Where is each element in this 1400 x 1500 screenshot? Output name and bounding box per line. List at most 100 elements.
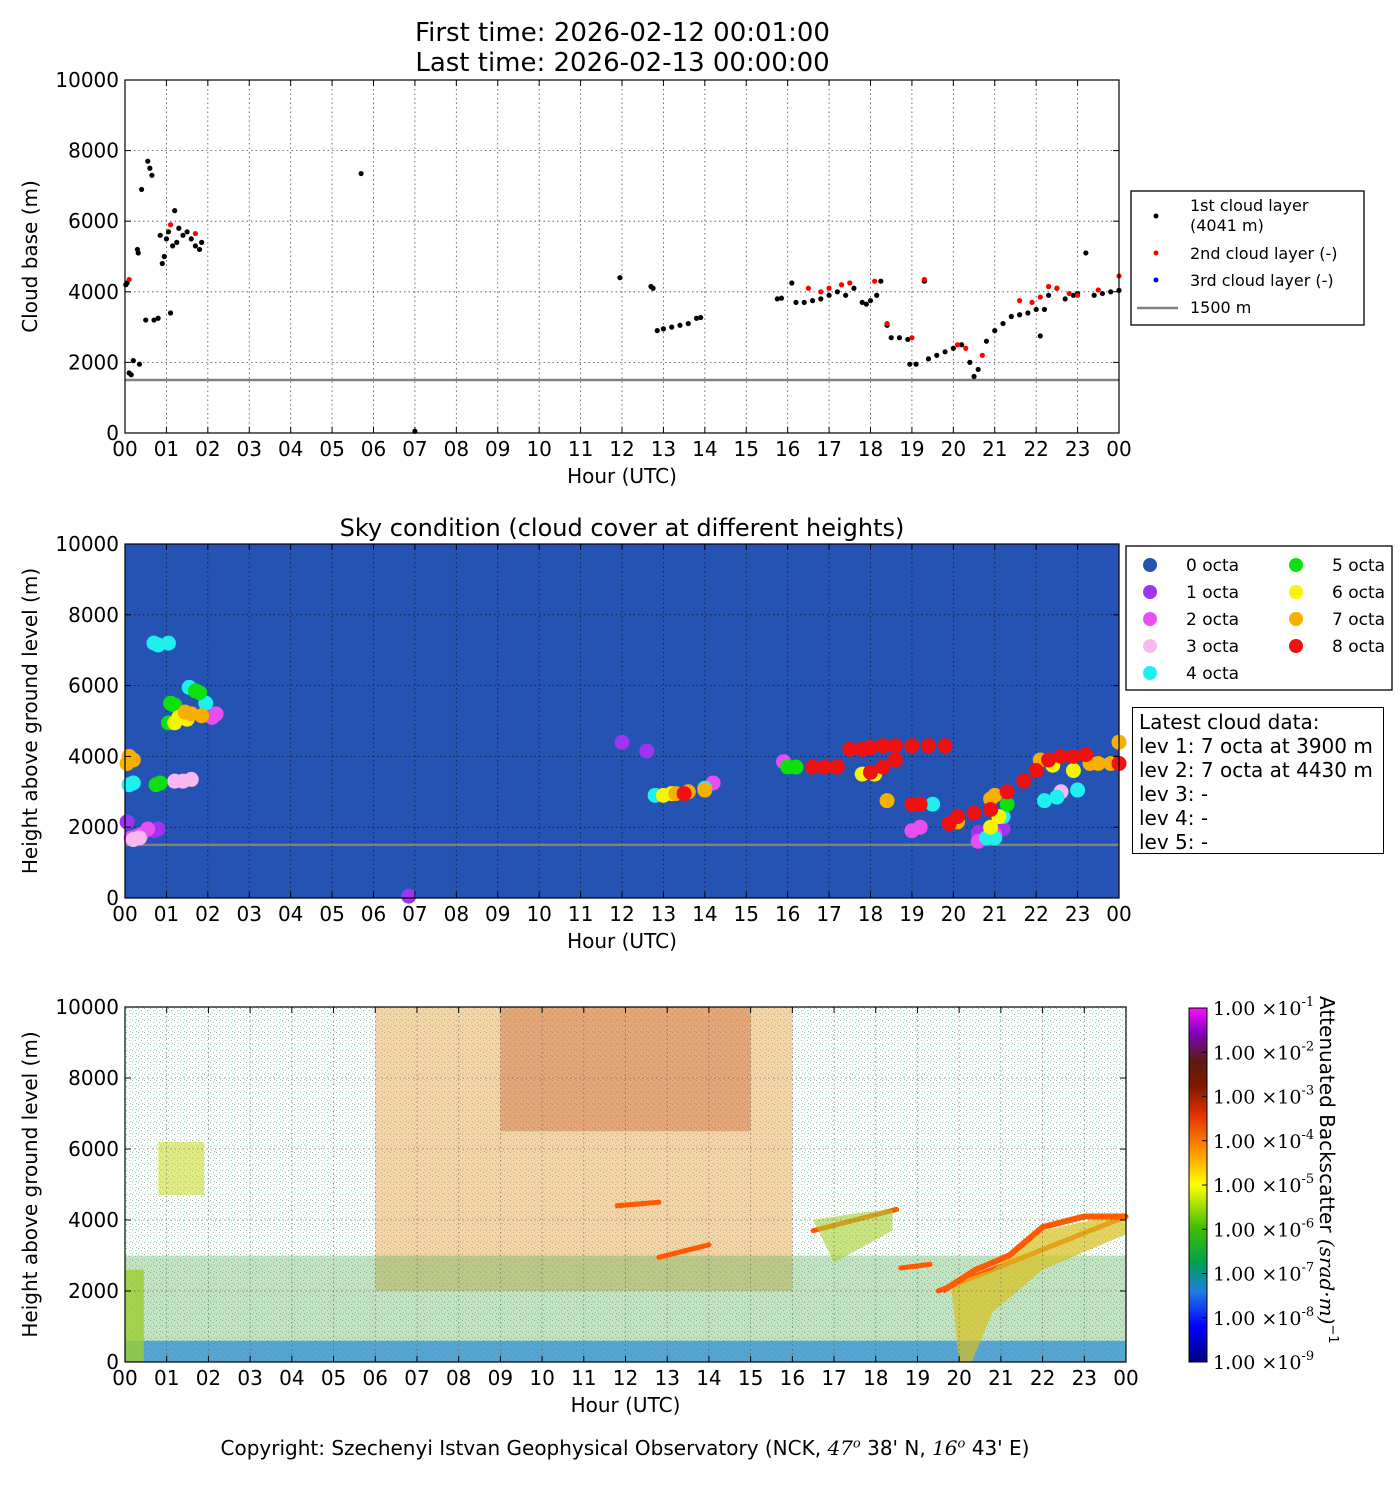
x-tick-label: 23 xyxy=(1065,902,1090,926)
second-layer-point xyxy=(1037,294,1043,300)
first-layer-point xyxy=(617,275,623,281)
x-tick-label: 01 xyxy=(154,902,179,926)
first-layer-point xyxy=(1108,289,1114,295)
colorbar-tick-exponent: -5 xyxy=(1301,1172,1314,1187)
first-layer-point xyxy=(199,239,205,245)
x-tick-label: 21 xyxy=(988,1366,1013,1390)
colorbar-tick-mantissa: 1.00 ×10 xyxy=(1213,998,1301,1020)
lat-deg: 47 xyxy=(827,1436,853,1460)
x-tick-label: 20 xyxy=(941,902,966,926)
first-layer-point xyxy=(130,358,136,364)
x-tick-label: 05 xyxy=(321,1366,346,1390)
backscatter-cloud-streak xyxy=(898,1261,933,1271)
x-tick-label: 02 xyxy=(196,1366,221,1390)
legend-marker-octa xyxy=(1289,585,1303,599)
first-layer-point xyxy=(1070,292,1077,298)
backscatter-colorbar: 1.00 ×10-11.00 ×10-21.00 ×10-31.00 ×10-4… xyxy=(1188,995,1340,1374)
first-layer-point xyxy=(1033,306,1039,313)
octa-point xyxy=(920,738,936,754)
x-tick-label: 03 xyxy=(237,1366,262,1390)
x-tick-label: 22 xyxy=(1030,1366,1055,1390)
first-layer-point xyxy=(975,366,981,373)
first-layer-point xyxy=(163,236,170,242)
legend-marker-octa xyxy=(1289,612,1303,626)
colorbar-tick-label: 1.00 ×10-6 xyxy=(1213,1216,1314,1241)
x-tick-label: 01 xyxy=(154,1366,179,1390)
first-layer-point xyxy=(145,158,151,164)
colorbar-tick-label: 1.00 ×10-9 xyxy=(1213,1349,1314,1374)
octa-point xyxy=(676,786,692,802)
backscatter-cloud-streak xyxy=(614,1199,662,1209)
first-layer-point xyxy=(1083,250,1089,256)
octa-point xyxy=(1090,755,1106,771)
x-tick-label: 15 xyxy=(738,1366,763,1390)
first-layer-point xyxy=(959,342,965,348)
legend-label-first: 1st cloud layer xyxy=(1190,196,1309,215)
y-tick-label: 10000 xyxy=(55,995,119,1019)
y-tick-label: 2000 xyxy=(68,350,119,374)
first-layer-point xyxy=(176,225,182,231)
x-axis-label: Hour (UTC) xyxy=(567,464,677,488)
y-tick-label: 8000 xyxy=(68,1066,119,1090)
colorbar-tick-exponent: -3 xyxy=(1301,1084,1314,1099)
first-layer-point xyxy=(774,296,780,302)
x-tick-label: 06 xyxy=(361,902,386,926)
lon-min: 43' E) xyxy=(971,1436,1030,1460)
first-layer-point xyxy=(159,260,165,267)
latest-cloud-line: lev 4: - xyxy=(1139,806,1209,830)
x-tick-label: 14 xyxy=(692,437,717,461)
x-tick-label: 07 xyxy=(402,437,427,461)
colorbar-tick-mantissa: 1.00 ×10 xyxy=(1213,1175,1301,1197)
x-tick-label: 07 xyxy=(404,1366,429,1390)
octa-point xyxy=(131,830,147,846)
x-tick-label: 15 xyxy=(734,902,759,926)
first-layer-point xyxy=(157,232,163,238)
first-layer-point xyxy=(174,239,180,245)
x-tick-label: 23 xyxy=(1065,437,1090,461)
panel-sky-condition: 00 01 02 03 04 05 06 07 08 09 10 11 12 13 14 15 16 17 18 19… xyxy=(18,514,1132,953)
second-layer-point xyxy=(1066,290,1072,297)
octa-point xyxy=(987,787,1003,803)
octa-point xyxy=(150,821,166,837)
first-layer-point xyxy=(896,335,903,341)
octa-point xyxy=(829,759,845,775)
x-tick-label: 02 xyxy=(195,437,220,461)
first-layer-point xyxy=(950,345,956,351)
x-tick-label: 09 xyxy=(485,437,510,461)
x-tick-label: 03 xyxy=(237,902,262,926)
first-layer-point xyxy=(136,361,143,367)
legend-label-octa: 8 octa xyxy=(1332,637,1385,657)
first-time-title: First time: 2026-02-12 00:01:00 xyxy=(415,18,830,48)
backscatter-low-layer xyxy=(125,1269,144,1362)
second-layer-point xyxy=(979,352,985,358)
second-layer-point xyxy=(805,285,811,291)
octa-point xyxy=(639,743,655,759)
legend-marker-octa xyxy=(1143,639,1157,653)
octa-point xyxy=(863,764,878,780)
first-layer-point xyxy=(925,356,932,362)
legend-label-octa: 7 octa xyxy=(1332,610,1385,630)
x-tick-label: 09 xyxy=(485,902,510,926)
cloud-layer-legend: 1st cloud layer(4041 m) 2nd cloud layer (… xyxy=(1130,190,1365,326)
colorbar-tick-label: 1.00 ×10-1 xyxy=(1213,995,1314,1020)
x-tick-label: 20 xyxy=(946,1366,971,1390)
y-tick-label: 6000 xyxy=(68,674,119,698)
first-layer-point xyxy=(913,361,919,367)
legend-label-octa: 5 octa xyxy=(1332,556,1385,576)
latest-cloud-line: lev 3: - xyxy=(1139,782,1209,806)
y-tick-label: 4000 xyxy=(68,280,119,304)
octa-point xyxy=(842,741,858,757)
latest-cloud-line: lev 2: 7 octa at 4430 m xyxy=(1139,758,1373,782)
first-layer-point xyxy=(809,298,816,304)
first-layer-point xyxy=(669,324,675,330)
x-tick-label: 06 xyxy=(361,437,386,461)
octa-point xyxy=(875,738,891,754)
second-layer-point xyxy=(1095,287,1101,293)
latest-cloud-data-box: Latest cloud data: lev 1: 7 octa at 3900… xyxy=(1132,707,1384,854)
first-layer-point xyxy=(685,320,691,327)
first-layer-point xyxy=(907,361,913,367)
second-layer-point xyxy=(847,280,853,286)
x-tick-label: 19 xyxy=(899,437,924,461)
legend-marker-octa xyxy=(1289,639,1303,653)
y-tick-label: 0 xyxy=(106,421,119,445)
